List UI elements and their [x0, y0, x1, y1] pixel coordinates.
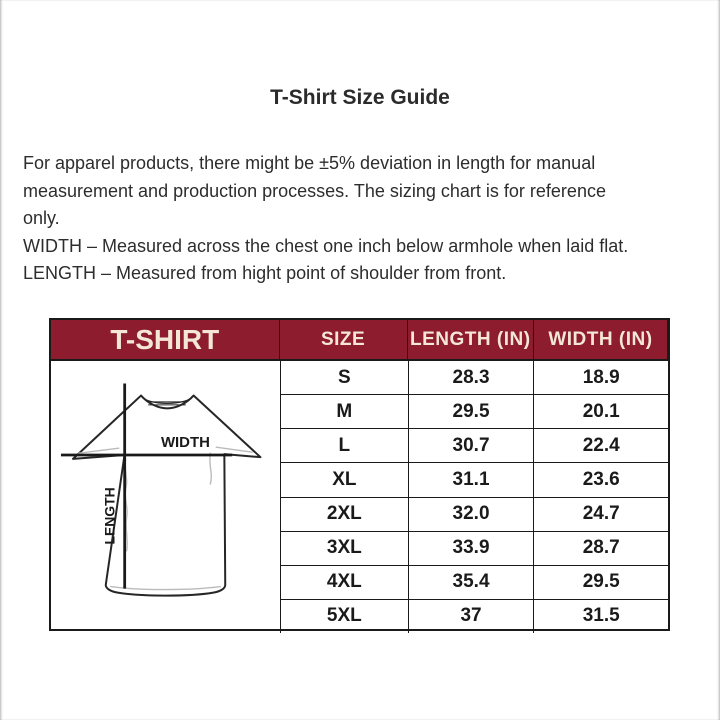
svg-text:LENGTH: LENGTH [102, 487, 118, 544]
svg-text:WIDTH: WIDTH [161, 434, 210, 451]
